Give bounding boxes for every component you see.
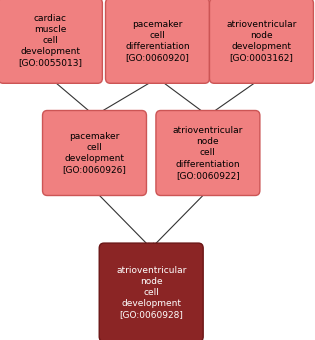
FancyBboxPatch shape [209,0,313,83]
Text: cardiac
muscle
cell
development
[GO:0055013]: cardiac muscle cell development [GO:0055… [18,14,83,68]
FancyBboxPatch shape [99,243,203,340]
Text: pacemaker
cell
development
[GO:0060926]: pacemaker cell development [GO:0060926] [63,132,126,174]
FancyBboxPatch shape [156,110,260,196]
FancyBboxPatch shape [0,0,102,83]
Text: pacemaker
cell
differentiation
[GO:0060920]: pacemaker cell differentiation [GO:00609… [125,20,190,62]
Text: atrioventricular
node
development
[GO:0003162]: atrioventricular node development [GO:00… [226,20,297,62]
Text: atrioventricular
node
cell
differentiation
[GO:0060922]: atrioventricular node cell differentiati… [173,126,243,180]
FancyBboxPatch shape [106,0,209,83]
FancyBboxPatch shape [43,110,146,196]
Text: atrioventricular
node
cell
development
[GO:0060928]: atrioventricular node cell development [… [116,266,186,319]
